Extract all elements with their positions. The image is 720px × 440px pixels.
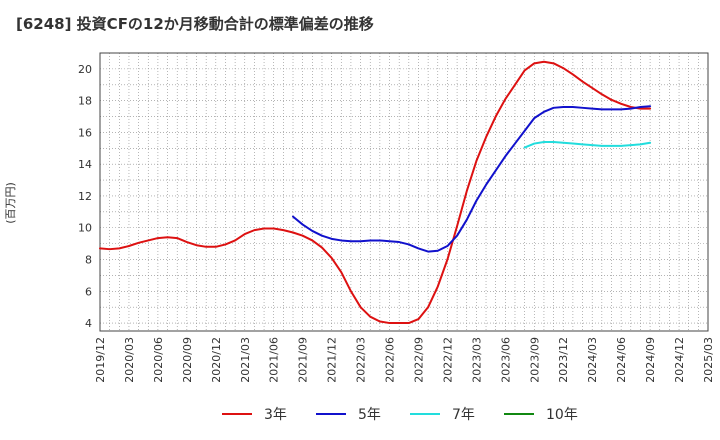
x-tick-label: 2021/03 (239, 337, 252, 383)
x-tick-label: 2022/12 (441, 337, 454, 383)
x-tick-label: 2021/06 (268, 337, 281, 383)
y-tick-label: 4 (85, 317, 92, 330)
y-tick-label: 16 (78, 126, 92, 139)
x-tick-label: 2021/09 (297, 337, 310, 383)
chart-title: [6248] 投資CFの12か月移動合計の標準偏差の推移 (16, 15, 374, 33)
x-tick-label: 2025/03 (702, 337, 715, 383)
x-tick-label: 2024/03 (586, 337, 599, 383)
x-tick-label: 2020/09 (181, 337, 194, 383)
y-tick-label: 14 (78, 158, 92, 171)
legend: 3年 5年 7年 10年 (222, 407, 578, 423)
x-tick-label: 2020/03 (123, 337, 136, 383)
x-tick-label: 2023/03 (470, 337, 483, 383)
plot-area: 4 6 8 10 12 14 16 18 20 2019/12 2020/03 2020/06 2020… (78, 52, 715, 383)
x-tick-label: 2021/12 (326, 337, 339, 383)
y-axis-label: (百万円) (4, 182, 17, 224)
y-tick-label: 8 (85, 254, 92, 267)
series-line-7年 (523, 140, 652, 149)
series-line-3年 (99, 60, 652, 325)
x-tick-label: 2024/12 (673, 337, 686, 383)
x-tick-label: 2022/09 (412, 337, 425, 383)
x-tick-label: 2023/06 (499, 337, 512, 383)
x-tick-label: 2022/06 (384, 337, 397, 383)
legend-label-5年: 5年 (358, 407, 381, 423)
legend-label-3年: 3年 (264, 407, 287, 423)
y-tick-label: 12 (78, 190, 92, 203)
x-tick-label: 2020/12 (210, 337, 223, 383)
plot-frame (99, 52, 709, 332)
x-tick-label: 2024/09 (644, 337, 657, 383)
plot-background (100, 53, 708, 331)
x-tick-label: 2019/12 (94, 337, 107, 383)
legend-label-10年: 10年 (546, 407, 578, 423)
y-tick-label: 20 (78, 63, 92, 76)
x-tick-label: 2023/09 (528, 337, 541, 383)
y-tick-label: 10 (78, 222, 92, 235)
series-line-5年 (292, 105, 652, 253)
x-tick-label: 2024/06 (615, 337, 628, 383)
y-tick-label: 18 (78, 95, 92, 108)
y-tick-label: 6 (85, 285, 92, 298)
x-tick-label: 2022/03 (355, 337, 368, 383)
x-tick-label: 2020/06 (152, 337, 165, 383)
legend-label-7年: 7年 (452, 407, 475, 423)
x-tick-label: 2023/12 (557, 337, 570, 383)
